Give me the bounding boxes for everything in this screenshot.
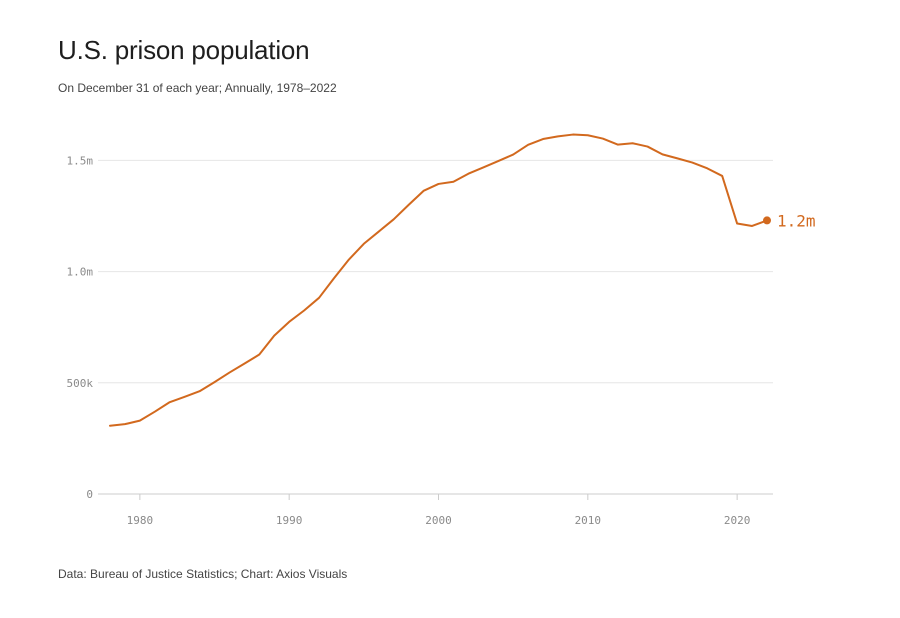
x-axis-labels: 1980 1990 2000 2010 2020 (127, 514, 751, 527)
gridlines (98, 159, 773, 384)
chart-subtitle: On December 31 of each year; Annually, 1… (58, 81, 337, 95)
source-note: Data: Bureau of Justice Statistics; Char… (58, 567, 348, 581)
x-tick-label: 2000 (425, 514, 452, 527)
chart-title: U.S. prison population (58, 35, 310, 65)
y-tick-label: 500k (67, 377, 94, 390)
x-tick-label: 1990 (276, 514, 303, 527)
y-axis-labels: 0 500k 1.0m 1.5m (67, 154, 94, 501)
y-tick-label: 1.0m (67, 266, 94, 279)
series-layer: 1.2m (109, 133, 816, 427)
x-tick-label: 2020 (724, 514, 751, 527)
y-tick-label: 1.5m (67, 154, 94, 167)
x-tick-label: 2010 (575, 514, 602, 527)
x-axis (98, 493, 773, 500)
end-point-marker (763, 216, 771, 225)
end-value-label: 1.2m (777, 211, 816, 230)
y-tick-label: 0 (86, 488, 93, 501)
x-tick-label: 1980 (127, 514, 154, 527)
series-line-prison-population (109, 133, 768, 427)
